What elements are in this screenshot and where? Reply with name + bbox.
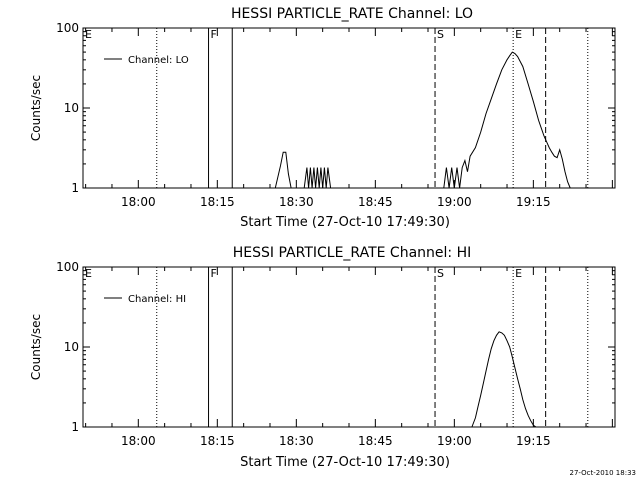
x-tick-label: 19:00 — [437, 434, 472, 448]
marker-label: S — [437, 28, 444, 41]
hi-channel-panel: HESSI PARTICLE_RATE Channel: HI Counts/s… — [29, 245, 616, 470]
x-tick-label: 18:00 — [121, 195, 156, 209]
marker-label: F — [211, 267, 217, 280]
count-rate-line — [274, 51, 571, 189]
y-tick-label: 10 — [64, 101, 79, 115]
y-axis-label: Counts/sec — [29, 75, 43, 141]
y-tick-label: 1 — [71, 420, 79, 434]
marker-label: F — [211, 28, 217, 41]
count-rate-line — [471, 331, 537, 428]
x-axis-label: Start Time (27-Oct-10 17:49:30) — [240, 215, 450, 230]
legend-label: Channel: HI — [128, 294, 186, 305]
y-tick-label: 100 — [56, 260, 79, 274]
x-tick-label: 18:45 — [358, 434, 393, 448]
marker-label: E — [85, 267, 92, 280]
y-tick-label: 100 — [56, 21, 79, 35]
marker-label: S — [437, 267, 444, 280]
y-axis: 1 10 100 — [56, 21, 615, 195]
x-tick-label: 18:15 — [200, 195, 235, 209]
x-tick-label: 18:30 — [279, 195, 314, 209]
generation-timestamp: 27-Oct-2010 18:33 — [570, 469, 636, 477]
x-axis-label: Start Time (27-Oct-10 17:49:30) — [240, 455, 450, 470]
x-tick-label: 19:15 — [516, 434, 551, 448]
chart-title: HESSI PARTICLE_RATE Channel: HI — [233, 245, 471, 261]
lo-channel-panel: HESSI PARTICLE_RATE Channel: LO Counts/s… — [29, 6, 616, 230]
marker-label: E — [515, 267, 522, 280]
marker-label: E — [85, 28, 92, 41]
x-tick-label: 18:45 — [358, 195, 393, 209]
x-tick-label: 18:00 — [121, 434, 156, 448]
legend-label: Channel: LO — [128, 55, 189, 66]
y-axis-label: Counts/sec — [29, 314, 43, 380]
x-axis: 18:00 18:15 18:30 18:45 19:00 19:15 — [85, 28, 613, 209]
y-tick-label: 1 — [71, 181, 79, 195]
plot-frame — [82, 266, 616, 428]
chart-title: HESSI PARTICLE_RATE Channel: LO — [231, 6, 473, 22]
marker-label: E — [515, 28, 522, 41]
x-tick-label: 19:15 — [516, 195, 551, 209]
y-axis: 1 10 100 — [56, 260, 615, 434]
x-axis: 18:00 18:15 18:30 18:45 19:00 19:15 — [85, 267, 613, 448]
x-tick-label: 18:15 — [200, 434, 235, 448]
x-tick-label: 19:00 — [437, 195, 472, 209]
x-tick-label: 18:30 — [279, 434, 314, 448]
y-tick-label: 10 — [64, 340, 79, 354]
